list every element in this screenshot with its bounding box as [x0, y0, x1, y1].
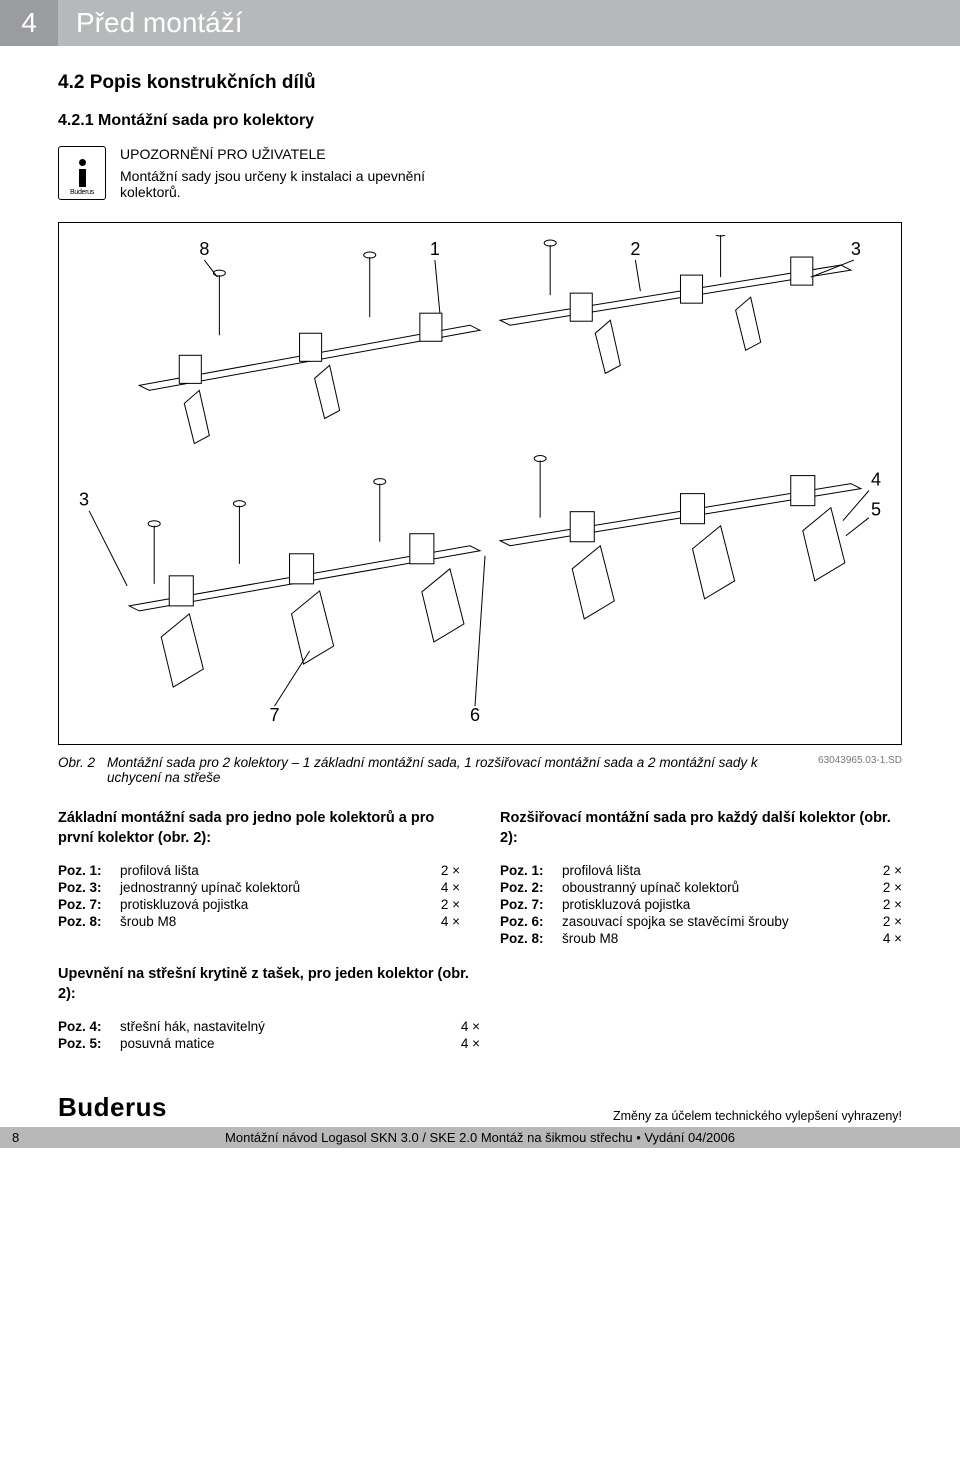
left-col-heading: Základní montážní sada pro jedno pole ko… [58, 809, 460, 848]
right-col-heading: Rozšiřovací montážní sada pro každý dalš… [500, 809, 902, 848]
qty-cell: 4 × [446, 1018, 480, 1035]
callout-2: 2 [630, 239, 640, 259]
poz-cell: Poz. 8: [58, 913, 120, 930]
label-cell: šroub M8 [120, 913, 426, 930]
label-cell: šroub M8 [562, 930, 868, 947]
label-cell: profilová lišta [562, 862, 868, 879]
qty-cell: 2 × [426, 896, 460, 913]
qty-cell: 2 × [868, 862, 902, 879]
poz-cell: Poz. 7: [58, 896, 120, 913]
callout-4: 4 [871, 470, 881, 490]
qty-cell: 4 × [426, 879, 460, 896]
label-cell: posuvná matice [120, 1035, 446, 1052]
figure-drawing-code: 63043965.03-1.SD [818, 755, 902, 766]
label-cell: protiskluzová pojistka [562, 896, 868, 913]
roof-parts-table: Poz. 4:střešní hák, nastavitelný4 ×Poz. … [58, 1018, 480, 1052]
callout-3: 3 [851, 239, 861, 259]
poz-cell: Poz. 4: [58, 1018, 120, 1035]
buderus-logo: Buderus [58, 1092, 167, 1123]
notice-text: UPOZORNĚNÍ PRO UŽIVATELE Montážní sady j… [120, 146, 460, 200]
figure-caption-text: Montážní sada pro 2 kolektory – 1 základ… [107, 755, 806, 785]
chapter-number: 4 [0, 0, 58, 46]
table-row: Poz. 3:jednostranný upínač kolektorů4 × [58, 879, 460, 896]
table-row: Poz. 6:zasouvací spojka se stavěcími šro… [500, 913, 902, 930]
label-cell: zasouvací spojka se stavěcími šrouby [562, 913, 868, 930]
poz-cell: Poz. 1: [58, 862, 120, 879]
notice-caption: UPOZORNĚNÍ PRO UŽIVATELE [120, 146, 460, 162]
label-cell: jednostranný upínač kolektorů [120, 879, 426, 896]
callout-3b: 3 [79, 490, 89, 510]
callout-7: 7 [269, 705, 279, 725]
table-row: Poz. 8:šroub M84 × [58, 913, 460, 930]
qty-cell: 4 × [446, 1035, 480, 1052]
table-row: Poz. 4:střešní hák, nastavitelný4 × [58, 1018, 480, 1035]
table-row: Poz. 2:oboustranný upínač kolektorů2 × [500, 879, 902, 896]
left-column: Základní montážní sada pro jedno pole ko… [58, 809, 460, 947]
qty-cell: 2 × [868, 913, 902, 930]
poz-cell: Poz. 6: [500, 913, 562, 930]
callout-5: 5 [871, 500, 881, 520]
qty-cell: 2 × [426, 862, 460, 879]
qty-cell: 2 × [868, 896, 902, 913]
table-row: Poz. 1:profilová lišta2 × [500, 862, 902, 879]
footer-bar: 8 Montážní návod Logasol SKN 3.0 / SKE 2… [0, 1127, 960, 1148]
footer-note: Změny za účelem technického vylepšení vy… [613, 1109, 902, 1123]
table-row: Poz. 8:šroub M84 × [500, 930, 902, 947]
page-content: 4.2 Popis konstrukčních dílů 4.2.1 Montá… [0, 46, 960, 1052]
notice-body: Montážní sady jsou určeny k instalaci a … [120, 168, 460, 200]
info-icon: Buderus [58, 146, 106, 200]
right-parts-table: Poz. 1:profilová lišta2 ×Poz. 2:oboustra… [500, 862, 902, 947]
right-column: Rozšiřovací montážní sada pro každý dalš… [500, 809, 902, 947]
parts-columns: Základní montážní sada pro jedno pole ko… [58, 809, 902, 947]
qty-cell: 4 × [426, 913, 460, 930]
figure-2: 8 1 2 3 3 4 5 7 6 [58, 222, 902, 745]
left-parts-table: Poz. 1:profilová lišta2 ×Poz. 3:jednostr… [58, 862, 460, 930]
poz-cell: Poz. 1: [500, 862, 562, 879]
table-row: Poz. 7:protiskluzová pojistka2 × [500, 896, 902, 913]
figure-label: Obr. 2 [58, 755, 95, 770]
assembly-diagram: 8 1 2 3 3 4 5 7 6 [69, 235, 891, 736]
callout-8: 8 [199, 239, 209, 259]
subsection-heading: 4.2.1 Montážní sada pro kolektory [58, 112, 902, 130]
roof-heading: Upevnění na střešní krytině z tašek, pro… [58, 965, 480, 1004]
chapter-header: 4 Před montáží [0, 0, 960, 46]
label-cell: profilová lišta [120, 862, 426, 879]
poz-cell: Poz. 8: [500, 930, 562, 947]
poz-cell: Poz. 3: [58, 879, 120, 896]
poz-cell: Poz. 2: [500, 879, 562, 896]
callout-6: 6 [470, 705, 480, 725]
label-cell: střešní hák, nastavitelný [120, 1018, 446, 1035]
table-row: Poz. 7:protiskluzová pojistka2 × [58, 896, 460, 913]
table-row: Poz. 5:posuvná matice4 × [58, 1035, 480, 1052]
label-cell: oboustranný upínač kolektorů [562, 879, 868, 896]
chapter-title: Před montáží [58, 0, 960, 46]
figure-caption: Obr. 2 Montážní sada pro 2 kolektory – 1… [58, 755, 902, 785]
poz-cell: Poz. 5: [58, 1035, 120, 1052]
icon-brand: Buderus [70, 189, 94, 196]
callout-1: 1 [430, 239, 440, 259]
qty-cell: 4 × [868, 930, 902, 947]
page-number: 8 [12, 1130, 58, 1145]
poz-cell: Poz. 7: [500, 896, 562, 913]
roof-fastening-block: Upevnění na střešní krytině z tašek, pro… [58, 965, 480, 1052]
table-row: Poz. 1:profilová lišta2 × [58, 862, 460, 879]
user-notice: Buderus UPOZORNĚNÍ PRO UŽIVATELE Montážn… [58, 146, 902, 200]
label-cell: protiskluzová pojistka [120, 896, 426, 913]
section-heading: 4.2 Popis konstrukčních dílů [58, 72, 902, 94]
page-footer: Buderus Změny za účelem technického vyle… [0, 1092, 960, 1158]
footer-doc-line: Montážní návod Logasol SKN 3.0 / SKE 2.0… [58, 1130, 902, 1145]
qty-cell: 2 × [868, 879, 902, 896]
